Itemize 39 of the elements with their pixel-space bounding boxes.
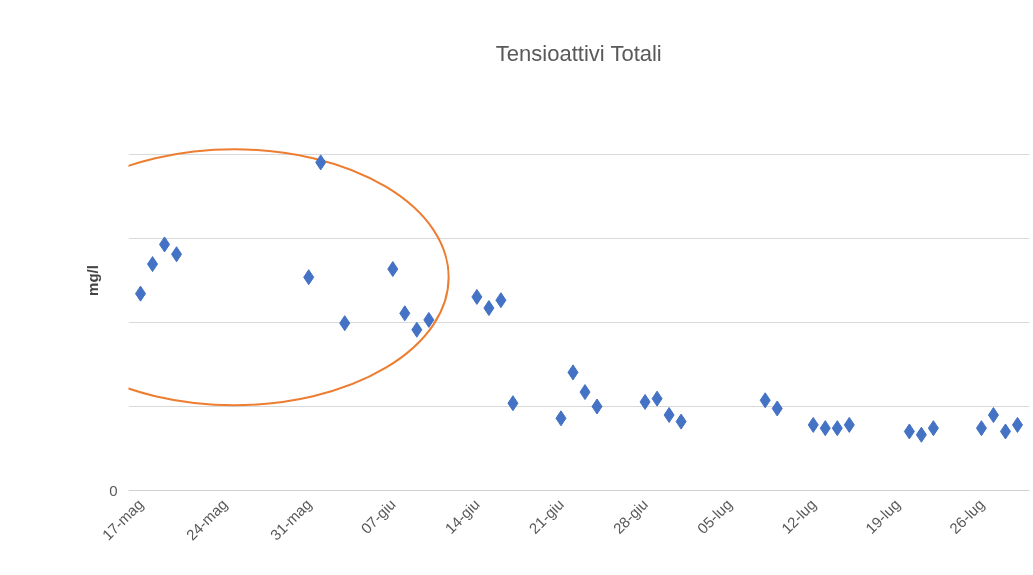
- point: [387, 261, 399, 278]
- point: [171, 246, 183, 263]
- point: [495, 292, 507, 309]
- point: [567, 364, 579, 381]
- point: [315, 154, 327, 171]
- point: [675, 413, 687, 430]
- point: [135, 285, 147, 302]
- point: [771, 400, 783, 417]
- point: [507, 395, 519, 412]
- point: [639, 393, 651, 410]
- point: [927, 420, 939, 437]
- point: [999, 423, 1011, 440]
- chart-title: Tensioattivi Totali: [495, 40, 662, 66]
- point: [471, 288, 483, 305]
- point: [759, 392, 771, 409]
- point: [399, 305, 411, 322]
- point: [423, 311, 435, 328]
- point: [819, 420, 831, 437]
- point: [987, 407, 999, 424]
- point: [339, 315, 351, 332]
- point: [591, 398, 603, 415]
- point: [807, 416, 819, 433]
- y-axis-title: mg/l: [84, 265, 102, 296]
- point: [555, 410, 567, 427]
- point: [579, 384, 591, 401]
- point: [159, 236, 171, 253]
- point: [831, 420, 843, 437]
- point: [843, 416, 855, 433]
- point: [1011, 416, 1023, 433]
- point: [483, 300, 495, 317]
- point: [903, 423, 915, 440]
- point: [915, 426, 927, 443]
- text: 0: [109, 481, 118, 499]
- point: [663, 407, 675, 424]
- point: [411, 321, 423, 338]
- point: [303, 269, 315, 286]
- point: [651, 390, 663, 407]
- point: [975, 420, 987, 437]
- point: [147, 256, 159, 273]
